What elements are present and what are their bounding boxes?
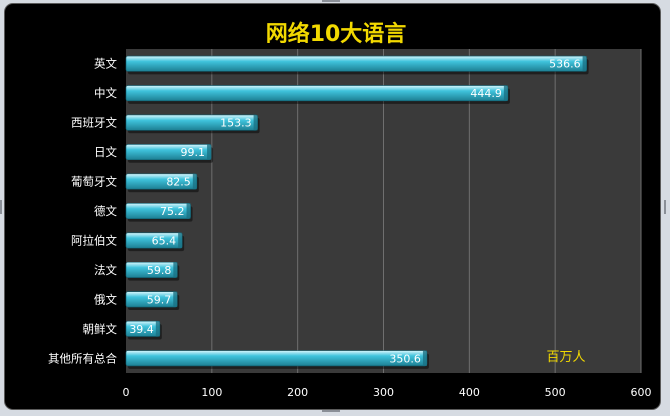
data-label: 536.6 xyxy=(549,58,581,71)
category-label: 中文 xyxy=(94,86,117,100)
data-label: 59.8 xyxy=(147,264,172,277)
x-tick-label: 100 xyxy=(201,386,222,399)
data-label: 59.7 xyxy=(147,293,172,306)
data-labels: 536.6 444.9 153.3 99.1 82.5 75.2 65.4 59.8 59.7 3… xyxy=(129,58,580,366)
data-label: 444.9 xyxy=(470,87,502,100)
bar[interactable] xyxy=(125,291,180,311)
gridlines xyxy=(211,49,642,373)
bar[interactable] xyxy=(125,350,429,369)
bar[interactable] xyxy=(125,203,193,222)
data-label: 99.1 xyxy=(181,146,206,159)
bar[interactable] xyxy=(125,85,510,104)
chart-area[interactable]: 网络10大语言 英文中文西班牙文日文葡萄牙文德文阿拉伯文法文俄文朝鲜文其他所有总… xyxy=(4,3,661,410)
unit-label: 百万人 xyxy=(546,350,585,365)
category-label: 俄文 xyxy=(94,292,117,306)
data-label: 39.4 xyxy=(129,323,154,336)
resize-handle-left[interactable] xyxy=(0,200,2,214)
x-tick-label: 400 xyxy=(459,386,480,399)
category-label: 法文 xyxy=(94,263,117,277)
category-label: 英文 xyxy=(94,57,117,71)
resize-handle-right[interactable] xyxy=(664,200,666,214)
category-label: 日文 xyxy=(94,145,117,159)
category-label: 葡萄牙文 xyxy=(71,175,117,189)
bars xyxy=(125,55,589,369)
bar[interactable] xyxy=(125,55,589,75)
bar[interactable] xyxy=(125,114,260,134)
x-tick-label: 600 xyxy=(631,386,652,399)
bar[interactable] xyxy=(125,320,162,340)
chart-title: 网络10大语言 xyxy=(266,21,407,47)
resize-handle-top[interactable] xyxy=(322,0,340,2)
category-label: 阿拉伯文 xyxy=(71,233,117,247)
bar[interactable] xyxy=(125,261,180,281)
category-label: 西班牙文 xyxy=(71,116,117,130)
x-tick-label: 200 xyxy=(287,386,308,399)
category-label: 朝鲜文 xyxy=(83,322,118,336)
category-label: 德文 xyxy=(94,204,117,218)
data-label: 153.3 xyxy=(220,117,252,130)
data-label: 82.5 xyxy=(166,176,191,189)
resize-handle-bottom[interactable] xyxy=(322,410,340,412)
bar[interactable] xyxy=(125,144,214,163)
data-label: 350.6 xyxy=(389,352,421,365)
bar-chart: 网络10大语言 英文中文西班牙文日文葡萄牙文德文阿拉伯文法文俄文朝鲜文其他所有总… xyxy=(48,21,652,399)
x-tick-label: 0 xyxy=(123,386,130,399)
x-tick-label: 300 xyxy=(373,386,394,399)
x-axis-tick-labels: 0 100 200 300 400 500 600 xyxy=(123,386,652,399)
bar[interactable] xyxy=(125,232,185,252)
data-label: 65.4 xyxy=(152,234,177,247)
x-tick-label: 500 xyxy=(545,386,566,399)
bar[interactable] xyxy=(125,173,199,193)
data-label: 75.2 xyxy=(160,205,185,218)
category-label: 其他所有总合 xyxy=(48,351,117,365)
